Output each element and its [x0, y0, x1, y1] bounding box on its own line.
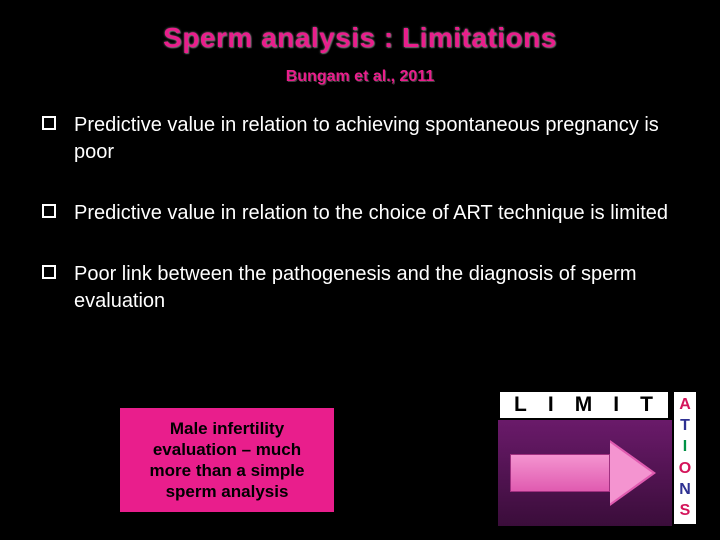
limit-letter: L — [514, 393, 528, 417]
limit-letter: I — [613, 393, 620, 417]
limit-side-column: A T I O N S — [672, 390, 698, 526]
arrow-icon — [510, 440, 660, 506]
arrow-background — [498, 420, 672, 526]
limit-letter: N — [679, 482, 691, 498]
limitations-graphic: L I M I T A T I O N S — [498, 390, 698, 526]
bullet-text: Predictive value in relation to achievin… — [74, 112, 680, 166]
limit-letter: I — [548, 393, 555, 417]
bullet-list: Predictive value in relation to achievin… — [0, 112, 720, 315]
list-item: Predictive value in relation to the choi… — [42, 200, 680, 227]
checkbox-icon — [42, 204, 56, 218]
list-item: Poor link between the pathogenesis and t… — [42, 261, 680, 315]
list-item: Predictive value in relation to achievin… — [42, 112, 680, 166]
limit-top-row: L I M I T — [498, 390, 670, 420]
limit-letter: S — [680, 503, 691, 519]
callout-box: Male infertility evaluation – much more … — [120, 408, 334, 512]
limit-letter: T — [680, 418, 690, 434]
citation-text: Bungam et al., 2011 — [0, 68, 720, 86]
bullet-text: Poor link between the pathogenesis and t… — [74, 261, 680, 315]
limit-letter: O — [679, 461, 691, 477]
limit-letter: T — [640, 393, 654, 417]
limit-letter: A — [679, 397, 691, 413]
slide-title: Sperm analysis : Limitations — [0, 0, 720, 54]
callout-text: Male infertility evaluation – much more … — [130, 418, 324, 503]
checkbox-icon — [42, 116, 56, 130]
limit-letter: M — [575, 393, 594, 417]
checkbox-icon — [42, 265, 56, 279]
bullet-text: Predictive value in relation to the choi… — [74, 200, 668, 227]
limit-letter: I — [683, 439, 687, 455]
